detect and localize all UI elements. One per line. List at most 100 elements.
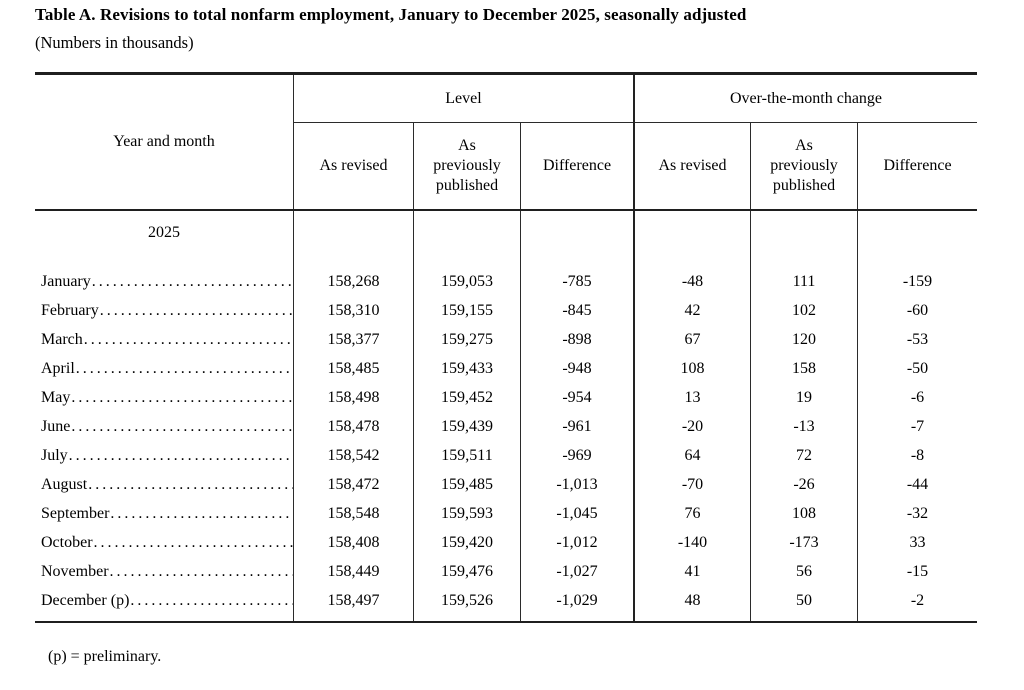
empty-cell <box>520 211 633 267</box>
over-the-month-change-group-header: Over-the-month change <box>633 75 977 123</box>
change-as-previously-published-cell: 120 <box>750 325 857 354</box>
empty-cell <box>633 615 750 621</box>
month-label-cell: December (p)............................… <box>35 586 293 615</box>
empty-cell <box>413 615 520 621</box>
leader-dots: ........................................… <box>83 331 293 348</box>
change-as-previously-published-cell: -13 <box>750 412 857 441</box>
level-difference-cell: -961 <box>520 412 633 441</box>
change-as-revised-cell: -20 <box>633 412 750 441</box>
change-difference-cell: 33 <box>857 528 977 557</box>
month-label-cell: November................................… <box>35 557 293 586</box>
level-difference-cell: -845 <box>520 296 633 325</box>
change-as-revised-cell: 76 <box>633 499 750 528</box>
empty-cell <box>413 211 520 267</box>
month-name: March <box>41 331 83 348</box>
empty-cell <box>293 615 413 621</box>
month-name: December (p) <box>41 592 130 609</box>
change-as-revised-cell: -70 <box>633 470 750 499</box>
month-label-cell: March...................................… <box>35 325 293 354</box>
empty-cell <box>633 211 750 267</box>
month-name: September <box>41 505 110 522</box>
change-difference-cell: -60 <box>857 296 977 325</box>
level-as-revised-cell: 158,485 <box>293 354 413 383</box>
change-difference-cell: -53 <box>857 325 977 354</box>
level-as-previously-published-cell: 159,439 <box>413 412 520 441</box>
change-difference-cell: -2 <box>857 586 977 615</box>
month-name: August <box>41 476 88 493</box>
change-as-previously-published-cell: 19 <box>750 383 857 412</box>
level-as-revised-cell: 158,268 <box>293 267 413 296</box>
level-difference-cell: -948 <box>520 354 633 383</box>
change-as-previously-published-header: As previously published <box>750 123 857 209</box>
change-as-revised-cell: -48 <box>633 267 750 296</box>
empty-cell <box>520 615 633 621</box>
change-as-revised-cell: 42 <box>633 296 750 325</box>
month-label-cell: February................................… <box>35 296 293 325</box>
change-as-revised-cell: 41 <box>633 557 750 586</box>
empty-cell <box>750 615 857 621</box>
year-label: 2025 <box>148 224 180 241</box>
month-label-cell: October.................................… <box>35 528 293 557</box>
leader-dots: ........................................… <box>99 302 293 319</box>
leader-dots: ........................................… <box>71 389 293 406</box>
level-difference-cell: -1,029 <box>520 586 633 615</box>
table-header: Year and month Level Over-the-month chan… <box>35 75 977 211</box>
level-difference-cell: -969 <box>520 441 633 470</box>
level-difference-cell: -954 <box>520 383 633 412</box>
empty-cell <box>35 615 293 621</box>
level-as-previously-published-cell: 159,593 <box>413 499 520 528</box>
level-as-previously-published-cell: 159,053 <box>413 267 520 296</box>
level-difference-cell: -1,027 <box>520 557 633 586</box>
leader-dots: ........................................… <box>93 534 293 551</box>
month-label-cell: January.................................… <box>35 267 293 296</box>
month-name: April <box>41 360 75 377</box>
change-difference-cell: -32 <box>857 499 977 528</box>
month-name: May <box>41 389 71 406</box>
level-as-previously-published-cell: 159,155 <box>413 296 520 325</box>
level-as-previously-published-cell: 159,420 <box>413 528 520 557</box>
leader-dots: ........................................… <box>109 563 293 580</box>
change-as-revised-cell: 48 <box>633 586 750 615</box>
change-difference-cell: -44 <box>857 470 977 499</box>
level-as-revised-cell: 158,472 <box>293 470 413 499</box>
change-as-previously-published-cell: 158 <box>750 354 857 383</box>
month-name: July <box>41 447 68 464</box>
change-as-previously-published-cell: 72 <box>750 441 857 470</box>
change-as-revised-cell: 67 <box>633 325 750 354</box>
leader-dots: ........................................… <box>88 476 293 493</box>
level-as-revised-cell: 158,498 <box>293 383 413 412</box>
change-as-previously-published-cell: -173 <box>750 528 857 557</box>
level-as-revised-cell: 158,497 <box>293 586 413 615</box>
change-difference-cell: -8 <box>857 441 977 470</box>
leader-dots: ........................................… <box>75 360 293 377</box>
month-label-cell: June....................................… <box>35 412 293 441</box>
month-label-cell: September...............................… <box>35 499 293 528</box>
month-label-cell: July....................................… <box>35 441 293 470</box>
month-name: January <box>41 273 91 290</box>
level-as-previously-published-cell: 159,433 <box>413 354 520 383</box>
change-as-previously-published-cell: 111 <box>750 267 857 296</box>
level-difference-cell: -898 <box>520 325 633 354</box>
year-and-month-header: Year and month <box>113 133 215 150</box>
level-as-revised-cell: 158,478 <box>293 412 413 441</box>
month-name: June <box>41 418 71 435</box>
leader-dots: ........................................… <box>71 418 293 435</box>
change-as-previously-published-cell: -26 <box>750 470 857 499</box>
level-group-header: Level <box>293 75 633 123</box>
level-as-revised-cell: 158,449 <box>293 557 413 586</box>
change-difference-cell: -7 <box>857 412 977 441</box>
change-difference-cell: -159 <box>857 267 977 296</box>
leader-dots: ........................................… <box>91 273 293 290</box>
change-as-revised-cell: 108 <box>633 354 750 383</box>
empty-cell <box>857 211 977 267</box>
level-difference-cell: -1,012 <box>520 528 633 557</box>
change-as-previously-published-cell: 50 <box>750 586 857 615</box>
change-as-revised-cell: 64 <box>633 441 750 470</box>
empty-cell <box>293 211 413 267</box>
level-difference-cell: -785 <box>520 267 633 296</box>
level-difference-cell: -1,045 <box>520 499 633 528</box>
change-as-revised-header: As revised <box>633 123 750 209</box>
level-as-previously-published-cell: 159,476 <box>413 557 520 586</box>
level-as-revised-cell: 158,542 <box>293 441 413 470</box>
change-difference-cell: -6 <box>857 383 977 412</box>
